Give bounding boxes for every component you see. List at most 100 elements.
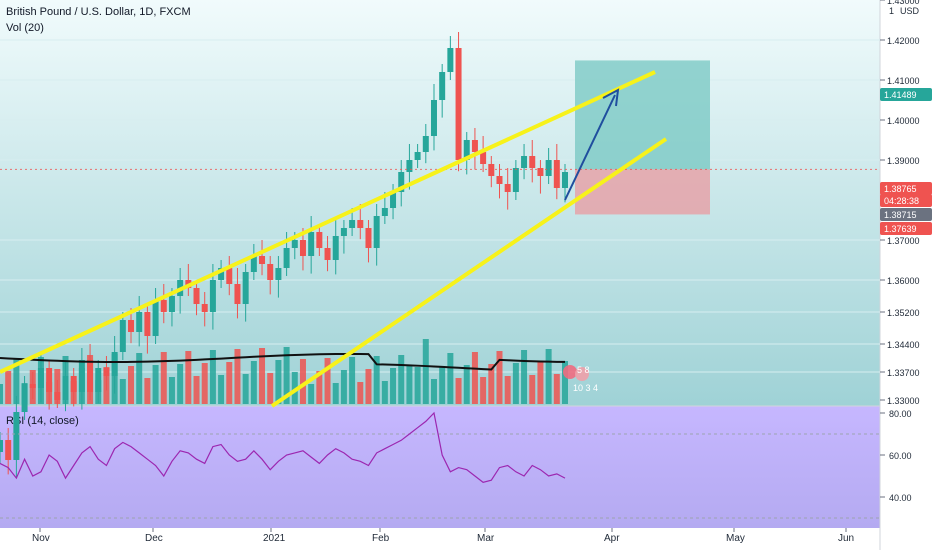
price-tick-label: 1.43000 (887, 0, 920, 6)
volume-bar (455, 378, 462, 404)
volume-bar (562, 361, 568, 404)
overlay-lines: 5 8 10 3 4 (0, 70, 880, 408)
candle-body (218, 268, 225, 280)
time-label: Nov (32, 533, 50, 544)
volume-bar (529, 375, 536, 404)
time-label: Dec (145, 533, 163, 544)
volume-bar (496, 351, 503, 404)
volume-bar (119, 379, 126, 404)
price-tick-label: 1.41000 (887, 76, 920, 86)
rsi-tick-label: 80.00 (889, 409, 912, 419)
price-badge-text: 1.38765 (884, 184, 917, 194)
candle-body (136, 312, 143, 332)
candle-body (381, 208, 388, 216)
candle-body (111, 352, 118, 376)
rsi-tick-label: 40.00 (889, 493, 912, 503)
candle-body (168, 296, 175, 312)
candle-body (308, 232, 315, 256)
candle-body (365, 228, 372, 248)
candle-body (562, 172, 568, 188)
price-badge (880, 194, 932, 207)
candle-body (259, 256, 266, 264)
candle-body (398, 172, 405, 192)
candle-body (504, 184, 511, 192)
event-badge-1: 5 8 (577, 365, 590, 375)
candle-body (37, 368, 44, 388)
candle-body (13, 412, 20, 460)
candle-body (349, 220, 356, 228)
candle-body (439, 72, 446, 100)
time-label: Apr (604, 533, 620, 544)
candle-body (62, 376, 69, 400)
volume-bar (480, 377, 487, 404)
time-label: May (726, 533, 745, 544)
candle-body (430, 100, 437, 136)
currency-label: USD (900, 6, 920, 16)
volume-bar (406, 365, 413, 404)
candle-body (0, 440, 3, 452)
price-badge (880, 222, 932, 235)
price-badge (880, 182, 932, 195)
candle-body (144, 312, 151, 336)
volume-bar (373, 356, 380, 404)
price-tick-label: 1.33000 (887, 396, 920, 406)
candle-body (193, 288, 200, 304)
candle-body (209, 280, 216, 312)
price-badge-text: 04:28:38 (884, 196, 919, 206)
candle-body (471, 140, 478, 152)
candle-body (70, 376, 77, 392)
volume-bar (430, 379, 437, 404)
candle-body (128, 320, 135, 332)
price-badge-text: 1.38715 (884, 210, 917, 220)
volume-bar (234, 349, 241, 404)
candle-body (54, 392, 61, 400)
candle-body (406, 160, 413, 172)
candle-body (201, 304, 208, 312)
volume-bar (242, 374, 249, 404)
volume-bar (218, 375, 225, 404)
volume-bar (168, 377, 175, 404)
price-tick-label: 1.39000 (887, 156, 920, 166)
candle-body (95, 368, 102, 392)
volume-bar (357, 382, 364, 404)
volume-bar (414, 367, 421, 404)
volume-bar (463, 365, 470, 404)
volume-bar (422, 339, 429, 404)
candle-body (226, 268, 233, 284)
candle-body (521, 156, 528, 168)
projection-arrow (564, 94, 616, 201)
price-tick-label: 1.34400 (887, 340, 920, 350)
candle-body (414, 152, 421, 160)
candle-body (545, 160, 552, 176)
candle-body (152, 300, 159, 336)
candle-body (480, 152, 487, 164)
price-badge-text: 1.41489 (884, 90, 917, 100)
candle-body (78, 360, 85, 392)
candle-body (553, 160, 560, 188)
rsi-tick-label: 60.00 (889, 451, 912, 461)
volume-bar (299, 359, 306, 404)
time-label: Jun (838, 533, 854, 544)
candle-body (275, 268, 282, 280)
candle-body (422, 136, 429, 152)
price-axis: 1.43000 1.42000 1.41000 1.40000 1.39000 1.370… (880, 0, 932, 503)
upper-trendline (0, 70, 656, 374)
candle-body (29, 384, 36, 388)
price-tick-label: 1.37000 (887, 236, 920, 246)
volume-bar (390, 368, 397, 404)
projection-arrow-head (602, 88, 620, 107)
volume-bar (226, 362, 233, 404)
candle-body (234, 284, 241, 304)
rsi-line (0, 411, 566, 483)
volume-bar (504, 376, 511, 404)
candle-body (455, 48, 462, 160)
rsi-pane (0, 411, 880, 519)
volume-bar (537, 362, 544, 404)
candle-body (21, 384, 28, 412)
volume-bar (193, 376, 200, 404)
volume-bar (381, 381, 388, 404)
candle-body (283, 248, 290, 268)
time-label: 2021 (263, 533, 286, 544)
candle-body (291, 240, 298, 248)
